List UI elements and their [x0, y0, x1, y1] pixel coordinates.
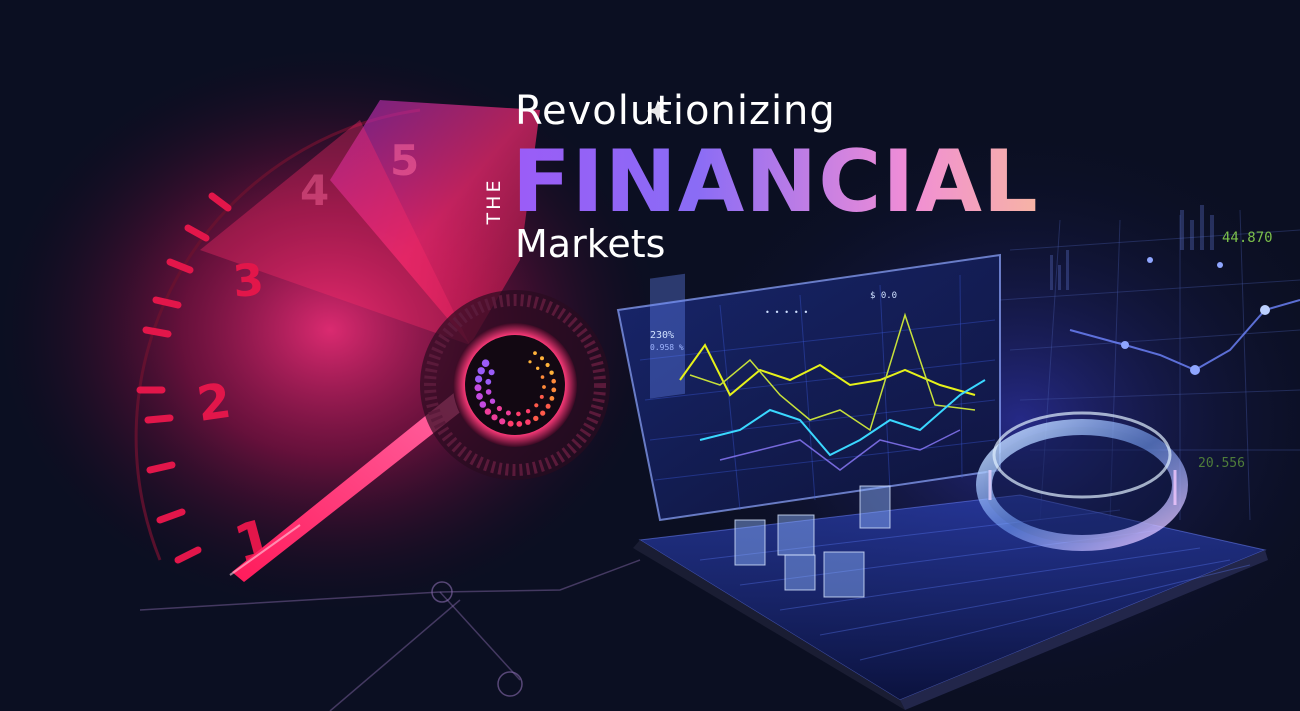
logo-dot [540, 375, 545, 379]
screen-label-left: 230% [650, 330, 674, 341]
logo-dot [485, 389, 492, 395]
logo-dot [479, 401, 487, 408]
chart-line-lime [689, 312, 976, 432]
logo-dot [476, 393, 483, 400]
logo-dot [474, 384, 482, 392]
chart-line-cyan [699, 379, 986, 457]
bar-pattern [1050, 205, 1214, 290]
logo-dot [505, 410, 511, 416]
logo-dot [549, 370, 554, 375]
logo-dot [534, 403, 539, 408]
sparkle-icon [647, 100, 950, 170]
deck-blocks [734, 485, 891, 598]
logo-dot [533, 415, 539, 422]
logo-dot [540, 410, 546, 416]
gauge-hub [420, 290, 610, 480]
logo-dot [528, 360, 532, 364]
screen-label-right: $ 0.0 [870, 291, 897, 301]
dotted-ring-logo-icon [474, 351, 557, 427]
logo-dot [525, 419, 531, 425]
logo-dot [489, 398, 496, 404]
logo-dot [540, 356, 544, 361]
value-readout-bottom: 20.556 [1198, 456, 1245, 471]
network-trend-line [1069, 257, 1300, 375]
logo-dot [481, 359, 490, 368]
screen-label-sub: 0.958 % [650, 343, 684, 352]
logo-dot [485, 378, 492, 385]
logo-dot [545, 362, 550, 368]
gauge-needle [232, 380, 482, 582]
logo-dot [499, 418, 506, 425]
logo-dot [488, 369, 495, 376]
logo-dot [484, 408, 492, 415]
logo-dot [536, 366, 540, 370]
bottom-network [139, 559, 641, 711]
value-readout-top: 44.870 [1222, 230, 1273, 246]
gauge-sweep [330, 100, 540, 345]
logo-dot [539, 394, 544, 399]
logo-dot [516, 421, 523, 427]
logo-dot [533, 351, 537, 355]
logo-dot [477, 367, 485, 375]
logo-dot [516, 411, 521, 417]
logo-dot [545, 403, 551, 409]
chart-line-yellow [679, 343, 976, 397]
gauge-number-4: 4 [300, 166, 329, 215]
logo-dot [491, 414, 498, 421]
network-grid [999, 209, 1300, 521]
gauge-number-5: 5 [390, 136, 419, 185]
logo-dot [475, 375, 483, 383]
logo-dot [496, 405, 502, 412]
glass-ring [976, 411, 1188, 551]
gauge-number-3: 3 [231, 254, 266, 307]
logo-dot [525, 409, 531, 414]
logo-dot [551, 378, 556, 384]
logo-dot [542, 385, 546, 389]
logo-dot [507, 420, 514, 427]
screen-label-mid: • • • • • [765, 308, 808, 317]
gauge-number-2: 2 [194, 373, 235, 433]
laptop: 230% 0.958 % • • • • • $ 0.0 [616, 253, 1268, 710]
screen-bar [650, 273, 685, 399]
logo-dot [551, 387, 557, 393]
logo-dot [549, 396, 555, 401]
